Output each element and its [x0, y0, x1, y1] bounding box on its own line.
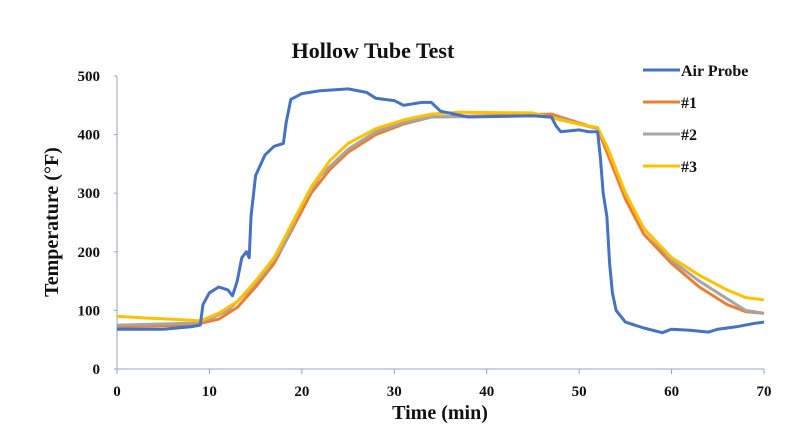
series-line-air-probe [117, 87, 765, 335]
legend-label: #3 [681, 159, 697, 176]
x-tick-label: 50 [572, 384, 587, 400]
series-line--1 [116, 112, 765, 329]
x-tick-label: 20 [294, 384, 309, 400]
series-line--3 [116, 110, 765, 323]
y-tick-label: 500 [78, 69, 101, 85]
y-tick-label: 300 [78, 186, 101, 202]
x-tick-label: 60 [664, 384, 679, 400]
y-tick-label: 200 [78, 245, 101, 261]
x-axis-label: Time (min) [392, 402, 488, 424]
y-tick-label: 100 [78, 303, 101, 319]
y-axis-label: Temperature (°F) [41, 147, 63, 297]
legend-label: Air Probe [681, 63, 748, 80]
y-tick-label: 400 [78, 128, 101, 144]
legend-label: #2 [681, 127, 697, 144]
x-tick-label: 70 [757, 384, 772, 400]
x-tick-label: 40 [479, 384, 494, 400]
y-tick-label: 0 [93, 362, 101, 378]
x-tick-label: 10 [202, 384, 217, 400]
chart-title: Hollow Tube Test [292, 38, 455, 63]
x-tick-label: 0 [113, 384, 121, 400]
legend-label: #1 [681, 95, 697, 112]
x-tick-label: 30 [387, 384, 402, 400]
series-line--2 [116, 114, 765, 327]
